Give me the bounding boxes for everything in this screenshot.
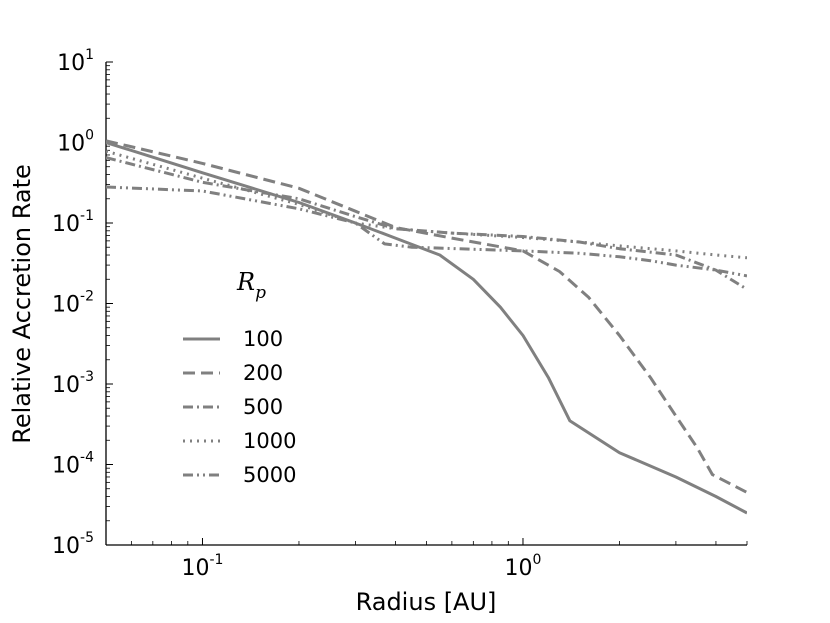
y-tick-label: 10-2 [52, 289, 94, 318]
y-tick-exp: -4 [80, 450, 94, 466]
legend-label-1000: 1000 [243, 429, 296, 453]
y-tick-base: 10 [52, 212, 80, 237]
legend-label-5000: 5000 [243, 463, 296, 487]
y-tick-label: 100 [57, 128, 94, 157]
y-axis-label: Relative Accretion Rate [8, 164, 36, 444]
x-tick-label: 10-1 [181, 552, 223, 581]
y-tick-base: 10 [57, 132, 85, 157]
series-line-200 [106, 139, 747, 494]
y-tick-label: 10-3 [52, 369, 94, 398]
y-tick-label: 10-5 [52, 530, 94, 559]
y-tick-label: 101 [57, 47, 94, 76]
series-line-500 [106, 156, 747, 291]
y-tick-exp: -1 [80, 208, 94, 224]
legend: Rp 100 200 500 1000 5000 [183, 268, 296, 487]
y-tick-exp: -5 [80, 530, 94, 546]
y-tick-label: 10-1 [52, 208, 94, 237]
legend-title: Rp [236, 268, 266, 303]
plot-axes [105, 61, 748, 546]
x-tick-exp: -1 [209, 552, 223, 568]
legend-entries: 100 200 500 1000 5000 [183, 327, 296, 487]
y-tick-exp: 1 [85, 47, 94, 63]
series-line-1000 [106, 149, 747, 260]
legend-label-200: 200 [243, 361, 283, 385]
y-tick-exp: -3 [80, 369, 94, 385]
x-tick-base: 10 [181, 556, 209, 581]
legend-label-100: 100 [243, 327, 283, 351]
x-axis-label: Radius [AU] [356, 588, 497, 616]
x-tick-exp: 0 [533, 552, 542, 568]
x-tick-base: 10 [505, 556, 533, 581]
y-tick-base: 10 [52, 373, 80, 398]
y-tick-label: 10-4 [52, 450, 94, 479]
legend-title-main: R [236, 268, 255, 296]
y-tick-exp: 0 [85, 128, 94, 144]
x-tick-label: 100 [505, 552, 542, 581]
legend-title-sub: p [255, 283, 266, 303]
y-tick-exp: -2 [80, 289, 94, 305]
y-tick-base: 10 [52, 454, 80, 479]
series-line-5000 [106, 185, 747, 278]
y-tick-base: 10 [57, 51, 85, 76]
series-line-100 [106, 141, 747, 515]
y-tick-base: 10 [52, 293, 80, 318]
y-tick-base: 10 [52, 534, 80, 559]
series-lines [106, 139, 747, 515]
legend-label-500: 500 [243, 395, 283, 419]
